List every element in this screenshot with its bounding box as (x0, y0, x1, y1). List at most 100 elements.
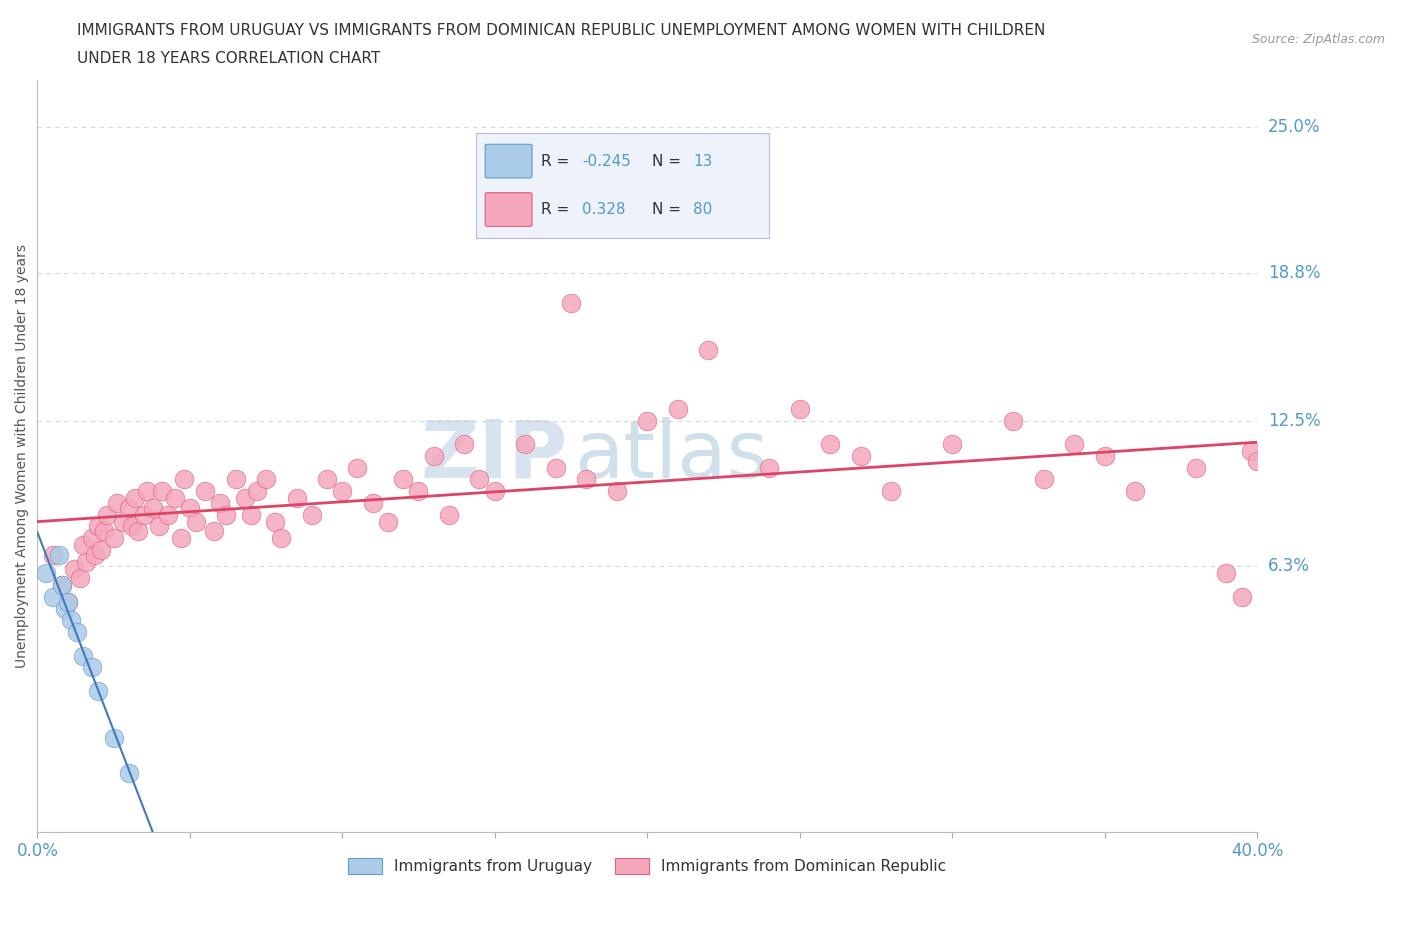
Point (254, 472, 277, 486)
Point (127, 524, 149, 538)
Point (157, 507, 180, 522)
Point (1094, 448, 1116, 463)
Point (301, 507, 323, 522)
Text: UNDER 18 YEARS CORRELATION CHART: UNDER 18 YEARS CORRELATION CHART (77, 51, 381, 66)
Point (105, 496, 128, 511)
Point (150, 484, 173, 498)
Point (575, 472, 598, 486)
Point (118, 500, 141, 515)
Point (330, 484, 353, 498)
Point (163, 491, 186, 506)
Point (484, 484, 506, 498)
Point (270, 531, 292, 546)
Point (215, 507, 238, 522)
Point (666, 402, 689, 417)
Point (1240, 444, 1263, 458)
Point (225, 472, 247, 486)
Point (697, 343, 720, 358)
Point (184, 514, 207, 529)
Point (377, 514, 399, 529)
Point (103, 730, 125, 745)
Point (35, 566, 58, 581)
Point (316, 472, 339, 486)
Point (82, 660, 104, 675)
Point (1063, 437, 1085, 452)
Point (818, 437, 841, 452)
Point (544, 460, 567, 475)
Point (66, 625, 89, 640)
Text: 18.8%: 18.8% (1268, 264, 1320, 282)
Point (132, 507, 155, 522)
Point (87, 519, 110, 534)
Point (93, 524, 115, 538)
Point (136, 484, 159, 498)
Point (437, 507, 460, 522)
Point (560, 296, 582, 311)
Point (173, 472, 195, 486)
Point (453, 437, 475, 452)
Point (233, 491, 256, 506)
Point (41, 547, 63, 562)
Point (346, 460, 368, 475)
Point (75, 554, 97, 569)
Text: ZIP: ZIP (420, 417, 568, 495)
Point (53, 601, 76, 616)
Point (636, 413, 658, 428)
Point (239, 507, 262, 522)
Point (264, 514, 287, 529)
Point (194, 484, 217, 498)
Point (118, 765, 141, 780)
Text: 6.3%: 6.3% (1268, 557, 1310, 576)
Point (111, 514, 134, 529)
Point (941, 437, 963, 452)
Point (179, 500, 201, 515)
Point (124, 491, 146, 506)
Point (48, 547, 70, 562)
Point (59, 613, 82, 628)
Y-axis label: Unemployment Among Women with Children Under 18 years: Unemployment Among Women with Children U… (15, 244, 30, 668)
Point (96, 507, 118, 522)
Point (82, 531, 104, 546)
Point (880, 484, 903, 498)
Point (51, 578, 73, 592)
Point (849, 448, 872, 463)
Point (202, 524, 225, 538)
Text: 25.0%: 25.0% (1268, 118, 1320, 136)
Point (361, 496, 384, 511)
Text: atlas: atlas (574, 417, 768, 495)
Point (758, 460, 780, 475)
Legend: Immigrants from Uruguay, Immigrants from Dominican Republic: Immigrants from Uruguay, Immigrants from… (342, 852, 952, 881)
Point (63, 561, 86, 576)
Point (72, 648, 94, 663)
Point (90, 542, 112, 557)
Point (148, 519, 170, 534)
Point (142, 500, 165, 515)
Point (209, 496, 232, 511)
Text: 12.5%: 12.5% (1268, 412, 1320, 430)
Point (103, 531, 125, 546)
Text: IMMIGRANTS FROM URUGUAY VS IMMIGRANTS FROM DOMINICAN REPUBLIC UNEMPLOYMENT AMONG: IMMIGRANTS FROM URUGUAY VS IMMIGRANTS FR… (77, 23, 1046, 38)
Text: Source: ZipAtlas.com: Source: ZipAtlas.com (1251, 33, 1385, 46)
Point (84, 547, 107, 562)
Point (422, 448, 444, 463)
Point (56, 594, 79, 609)
Point (1215, 566, 1237, 581)
Point (69, 571, 91, 586)
Point (51, 578, 73, 592)
Point (1185, 460, 1208, 475)
Point (1230, 590, 1253, 604)
Point (1123, 484, 1146, 498)
Point (246, 484, 269, 498)
Point (1246, 453, 1268, 468)
Point (56, 594, 79, 609)
Point (1002, 413, 1025, 428)
Point (606, 484, 628, 498)
Point (468, 472, 491, 486)
Point (121, 519, 143, 534)
Point (285, 491, 308, 506)
Point (169, 531, 191, 546)
Point (392, 472, 415, 486)
Point (72, 538, 94, 552)
Point (41, 590, 63, 604)
Point (515, 437, 537, 452)
